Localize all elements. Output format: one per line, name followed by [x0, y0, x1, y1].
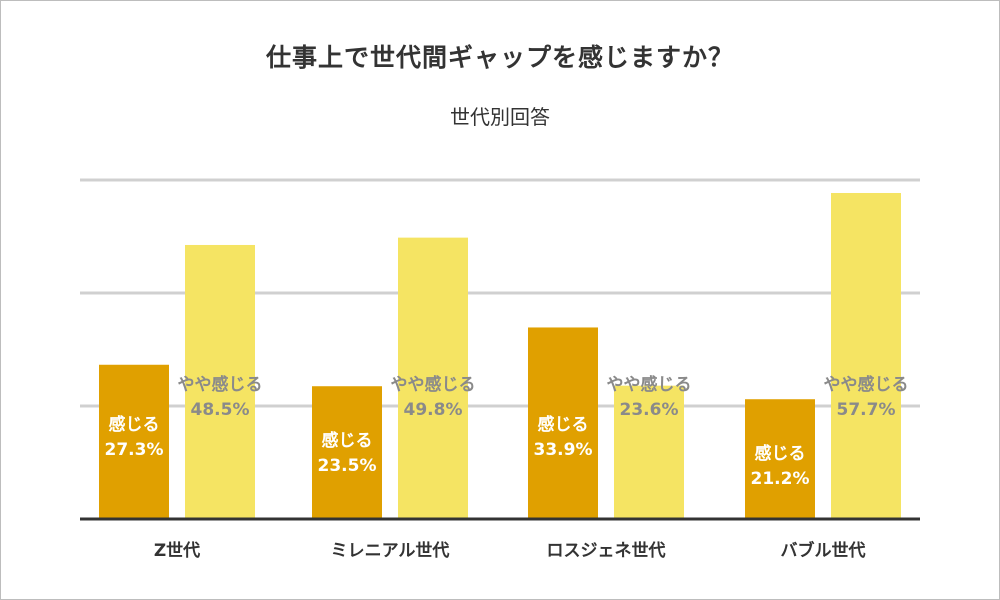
data-value-series-2-2: 49.8% — [404, 400, 463, 420]
x-tick-label-3: ロスジェネ世代 — [547, 540, 666, 561]
data-label-series-2-4: やや感じる — [824, 374, 909, 395]
bar-yaya-kanjiru-2 — [398, 237, 468, 519]
x-tick-label-1: Z世代 — [154, 540, 200, 561]
chart-subtitle: 世代別回答 — [450, 105, 550, 129]
x-tick-label-4: バブル世代 — [781, 540, 866, 561]
data-value-series-2-1: 48.5% — [191, 400, 250, 420]
data-label-series-2-2: やや感じる — [391, 374, 476, 395]
data-value-series-1-1: 27.3% — [105, 440, 164, 460]
bar-kanjiru-2 — [312, 386, 382, 519]
data-value-series-2-4: 57.7% — [837, 400, 896, 420]
bar-kanjiru-3 — [528, 327, 598, 519]
data-value-series-1-2: 23.5% — [318, 456, 377, 476]
data-value-series-1-4: 21.2% — [751, 469, 810, 489]
bar-yaya-kanjiru-4 — [831, 192, 901, 519]
data-label-series-1-3: 感じる — [538, 414, 589, 435]
data-value-series-1-3: 33.9% — [534, 440, 593, 460]
data-label-series-1-2: 感じる — [322, 430, 373, 451]
data-value-series-2-3: 23.6% — [620, 400, 679, 420]
data-label-series-2-1: やや感じる — [178, 374, 263, 395]
data-label-series-1-4: 感じる — [755, 443, 806, 464]
chart-title: 仕事上で世代間ギャップを感じますか？ — [265, 43, 734, 72]
bar-yaya-kanjiru-3 — [614, 385, 684, 519]
bar-kanjiru-4 — [745, 399, 815, 519]
x-tick-label-2: ミレニアル世代 — [331, 540, 450, 561]
data-label-series-1-1: 感じる — [109, 414, 160, 435]
data-label-series-2-3: やや感じる — [607, 374, 692, 395]
bar-yaya-kanjiru-1 — [185, 244, 255, 519]
bar-kanjiru-1 — [99, 364, 169, 519]
